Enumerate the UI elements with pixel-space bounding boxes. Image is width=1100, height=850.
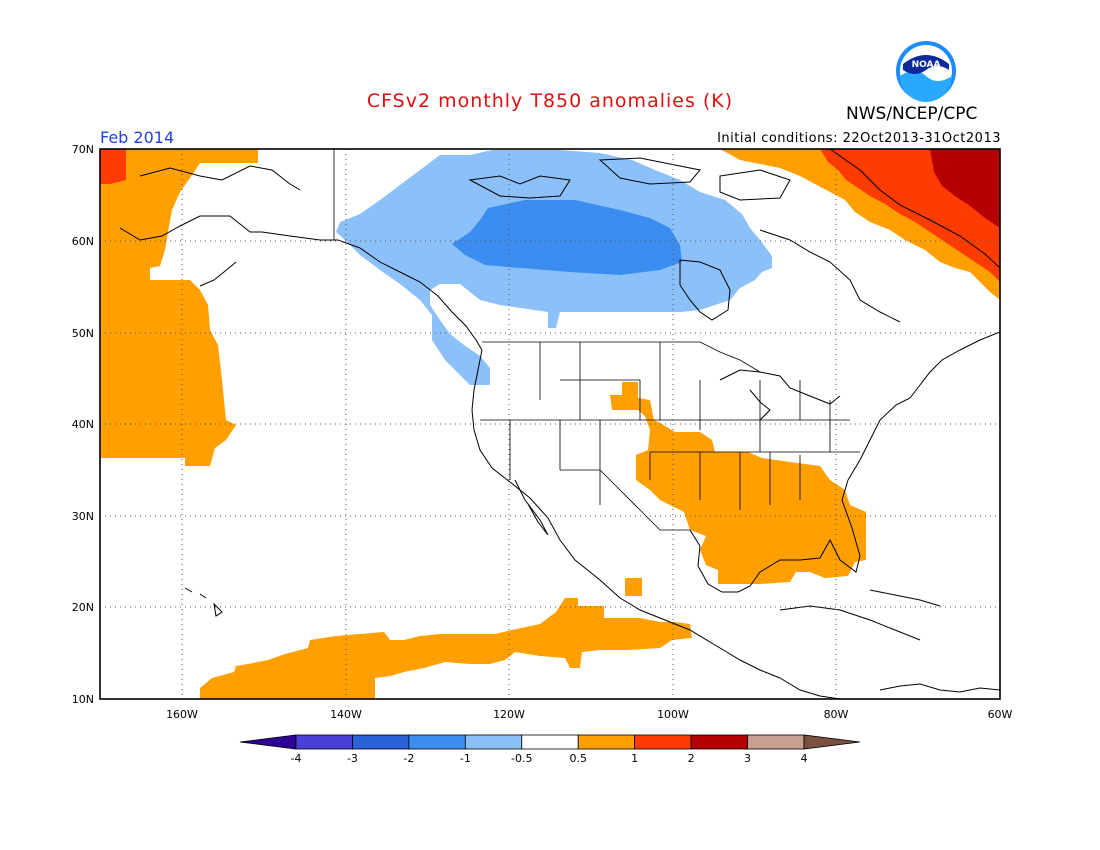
- lon-label: 100W: [657, 708, 689, 721]
- graticule: [100, 149, 1000, 699]
- lat-label: 70N: [72, 143, 94, 156]
- positive-anomaly-2: [930, 149, 1000, 228]
- colorbar-label: -1: [460, 752, 471, 765]
- forecast-month: Feb 2014: [100, 128, 175, 147]
- colorbar-swatch: [521, 734, 579, 750]
- colorbar-label: 4: [801, 752, 808, 765]
- noaa-logo: NOAA: [896, 41, 956, 102]
- noaa-logo-text: NOAA: [912, 60, 941, 70]
- lat-label: 50N: [72, 327, 94, 340]
- map-frame: [99, 148, 1001, 700]
- lat-label: 10N: [72, 693, 94, 706]
- colorbar-swatch: [690, 734, 748, 750]
- org-label: NWS/NCEP/CPC: [846, 104, 978, 124]
- lat-label: 20N: [72, 601, 94, 614]
- colorbar-swatch: [408, 734, 466, 750]
- lon-label: 120W: [493, 708, 525, 721]
- colorbar-min-arrow: [239, 734, 297, 750]
- lon-labels: 160W 140W 120W 100W 80W 60W: [166, 708, 1012, 721]
- colorbar-label: -2: [403, 752, 414, 765]
- lat-label: 40N: [72, 418, 94, 431]
- lat-label: 60N: [72, 235, 94, 248]
- lon-label: 80W: [824, 708, 849, 721]
- lat-labels: 70N 60N 50N 40N 30N 20N 10N: [72, 143, 94, 706]
- colorbar-label: 0.5: [569, 752, 587, 765]
- lon-label: 60W: [988, 708, 1013, 721]
- colorbar-swatch: [577, 734, 636, 750]
- colorbar-label: 1: [631, 752, 638, 765]
- coastlines: [119, 149, 1000, 699]
- colorbar-label: 2: [688, 752, 695, 765]
- lon-label: 140W: [330, 708, 362, 721]
- lon-label: 160W: [166, 708, 198, 721]
- chart-title: CFSv2 monthly T850 anomalies (K): [366, 90, 734, 112]
- colorbar-label: -3: [347, 752, 358, 765]
- colorbar-label: -4: [291, 752, 302, 765]
- colorbar-max-arrow: [803, 734, 861, 750]
- colorbar-label: -0.5: [511, 752, 532, 765]
- negative-anomaly-1: [452, 200, 682, 275]
- colorbar-swatch: [747, 734, 805, 750]
- political-borders: [333, 149, 860, 531]
- colorbar-swatch: [464, 734, 523, 750]
- colorbar-swatch: [295, 734, 353, 750]
- initial-conditions: Initial conditions: 22Oct2013-31Oct2013: [717, 131, 1001, 146]
- colorbar-swatch: [352, 734, 410, 750]
- lat-label: 30N: [72, 510, 94, 523]
- colorbar-swatch: [634, 734, 692, 750]
- anomaly-fields: [100, 149, 1000, 699]
- colorbar: -4 -3 -2 -1 -0.5 0.5 1 2 3 4: [239, 734, 861, 765]
- colorbar-label: 3: [744, 752, 751, 765]
